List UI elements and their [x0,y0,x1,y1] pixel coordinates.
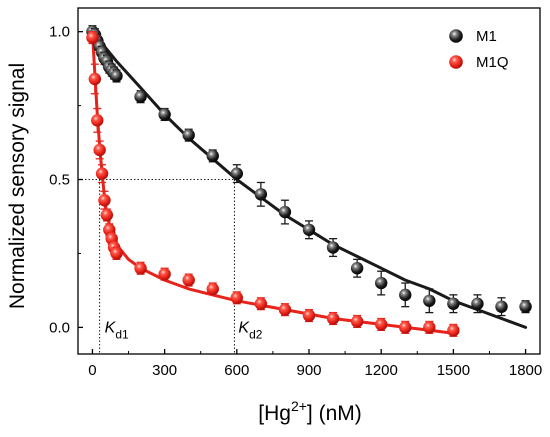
point-m1 [519,300,532,313]
point-m1q [399,321,412,334]
point-m1q [423,321,436,334]
point-m1 [158,108,171,121]
point-m1q [278,303,292,316]
point-m1q [302,309,316,322]
x-axis-label-superscript: 2+ [291,398,307,414]
kd-label-subscript: d2 [249,327,263,341]
point-m1q [182,273,195,287]
point-m1 [374,276,388,290]
point-m1 [254,188,268,201]
point-m1 [471,297,484,310]
kd-annotations: Kd1 Kd2 [105,319,263,341]
kd-label-main: K [105,319,117,336]
point-m1 [350,262,364,275]
point-m1q [158,267,171,281]
point-m1 [447,297,460,310]
x-tick-label: 1200 [365,362,398,379]
point-m1q [95,167,109,180]
x-tick-label: 1500 [437,362,470,379]
point-m1q [447,324,460,337]
point-m1 [302,223,316,236]
point-m1 [399,288,412,302]
x-tick-label: 900 [296,362,321,379]
point-m1q [88,72,102,86]
legend-marker-m1q [449,55,463,69]
y-tick-label: 0.0 [49,319,70,336]
legend: M1 M1Q [449,28,509,71]
point-m1 [206,149,219,163]
point-m1q [98,194,111,207]
point-m1 [230,167,244,180]
x-tick-label: 0 [88,362,96,379]
point-m1q [93,143,106,157]
point-m1 [423,294,436,307]
kd-label-subscript: d1 [115,327,129,341]
data-points [86,25,532,337]
kd-label: Kd1 [105,319,129,341]
point-m1 [278,205,292,219]
point-m1q [350,315,364,328]
y-axis-label: Normalized sensory signal [6,63,29,309]
point-m1 [110,69,123,83]
point-m1q [374,318,388,331]
y-tick-label: 0.5 [49,172,70,189]
fit-curve-m1 [90,30,528,329]
y-axis-ticks: 0.0 0.5 1.0 [49,24,83,336]
point-m1q [254,297,268,310]
x-axis-label-suffix: ] (nM) [307,402,362,425]
legend-label-m1: M1 [476,28,497,45]
point-m1q [100,208,114,222]
point-m1 [182,128,195,142]
y-tick-label: 1.0 [49,24,70,41]
point-m1q [86,31,99,44]
legend-marker-m1 [449,29,463,43]
x-tick-label: 300 [152,362,177,379]
point-m1q [91,114,104,127]
point-m1q [230,291,244,305]
plot-frame [77,7,541,355]
point-m1q [326,312,340,325]
point-m1 [134,90,147,103]
fit-curves [90,30,528,335]
kd-label-main: K [238,319,250,336]
x-axis-label: [Hg2+] (nM) [258,398,361,425]
point-m1q [206,282,219,296]
fit-curve-m1q [90,30,455,335]
point-m1q [134,262,147,275]
x-tick-label: 600 [224,362,249,379]
x-axis-ticks: 0 300 600 900 1200 1500 1800 [88,349,542,379]
point-m1 [326,241,340,254]
x-tick-label: 1800 [509,362,542,379]
legend-label-m1q: M1Q [476,54,509,71]
point-m1q [110,247,123,260]
kd-label: Kd2 [238,319,262,341]
x-axis-label-prefix: [Hg [258,402,291,425]
kd-reference-lines [78,179,235,354]
point-m1 [495,300,508,313]
